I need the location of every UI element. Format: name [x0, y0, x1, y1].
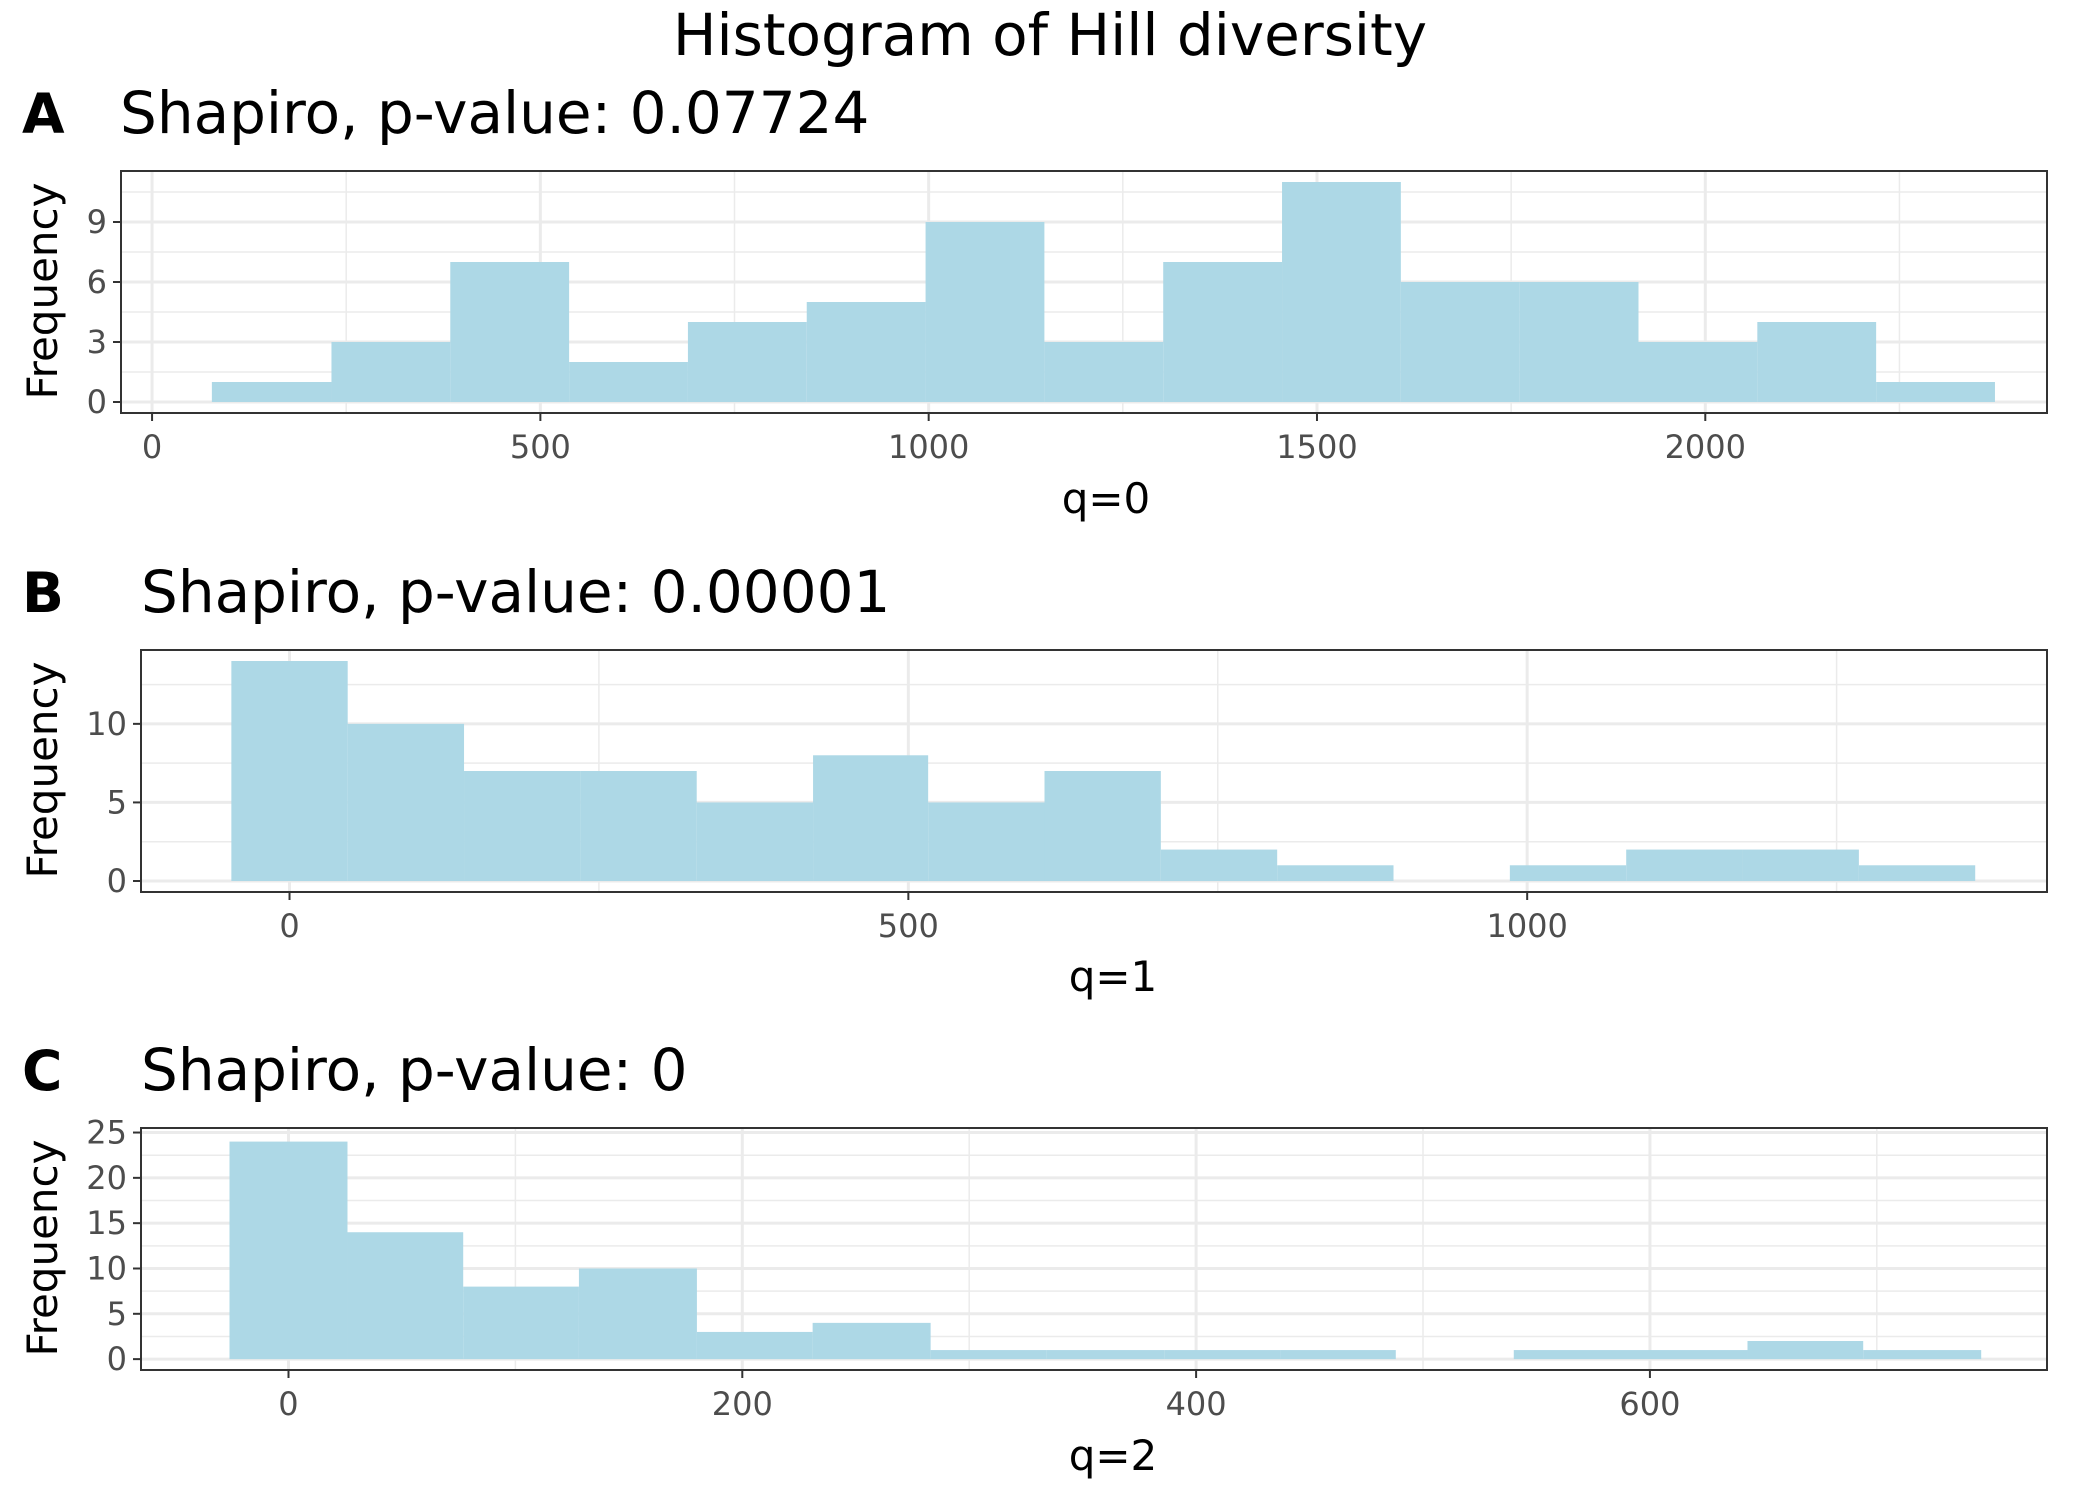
panel-a-histogram-bar — [1044, 342, 1164, 402]
panel-a-histogram-bar — [211, 382, 332, 402]
panel-a-y-tick-label: 0 — [87, 383, 107, 421]
panel-c-histogram-bar — [1280, 1350, 1396, 1360]
panel-c-x-tick-label: 600 — [1619, 1385, 1680, 1423]
panel-c-y-tick-label: 5 — [107, 1295, 127, 1333]
panel-c-tag: C — [22, 1039, 62, 1103]
panel-c-frame — [140, 1127, 2048, 1371]
panel-a-histogram-bar — [1163, 262, 1283, 402]
panel-a-y-tick-label: 6 — [87, 263, 107, 301]
panel-b-frame — [140, 649, 2048, 893]
panel-b-x-tick-label: 500 — [878, 907, 939, 945]
panel-a-histogram-bar — [450, 262, 570, 402]
panel-c-histogram-bar — [229, 1141, 348, 1360]
panel-b-x-tick-label: 0 — [279, 907, 299, 945]
panel-c-x-tick-label: 200 — [712, 1385, 773, 1423]
panel-c-histogram-bar — [578, 1268, 697, 1360]
panel-c-title: Shapiro, p-value: 0 — [141, 1036, 687, 1104]
panel-a-histogram-bar — [1519, 282, 1639, 402]
figure-title: Histogram of Hill diversity — [673, 1, 1427, 69]
panel-a-tag: A — [22, 82, 65, 146]
panel-b-histogram-bar — [813, 755, 929, 881]
panel-a-histogram-bar — [1400, 282, 1520, 402]
panel-a-histogram-bar — [569, 362, 688, 402]
panel-a-plot: 0 500 1000 1500 2000 0 3 6 9 — [87, 170, 2048, 466]
panel-a-y-tick-label: 9 — [87, 203, 107, 241]
panel-c-plot: 0 200 400 600 0 5 10 15 20 25 — [86, 1114, 2048, 1423]
panel-c-y-tick-label: 25 — [86, 1114, 127, 1152]
panel-b-histogram-bar — [231, 661, 348, 881]
panel-b-histogram-bar — [464, 771, 581, 881]
panel-a-histogram-bar — [1757, 322, 1877, 402]
panel-b-y-tick-label: 0 — [107, 862, 127, 900]
panel-a-histogram-bar — [1282, 182, 1401, 402]
panel-a-x-tick-label: 2000 — [1665, 428, 1746, 466]
panel-a-histogram-bar — [1876, 382, 1995, 402]
panel-c-histogram-bar — [696, 1331, 813, 1360]
panel-c-histogram-bar — [1747, 1340, 1864, 1360]
panel-b-title: Shapiro, p-value: 0.00001 — [141, 558, 890, 626]
panel-c-y-tick-label: 20 — [86, 1159, 127, 1197]
panel-a-x-tick-label: 500 — [510, 428, 571, 466]
panel-c-x-tick-label: 400 — [1166, 1385, 1227, 1423]
panel-b-histogram-bar — [1044, 771, 1161, 881]
panel-c-histogram-bar — [347, 1232, 464, 1360]
panel-a-x-tick-label: 0 — [142, 428, 162, 466]
panel-c-histogram-bar — [812, 1322, 931, 1360]
panel-a-frame — [120, 170, 2048, 414]
panel-b-histogram-bar — [1742, 849, 1859, 881]
panel-b-x-tick-label: 1000 — [1486, 907, 1567, 945]
panel-c-histogram-bar — [930, 1350, 1047, 1360]
panel-c-ylabel: Frequency — [18, 1140, 67, 1357]
panel-c-xlabel: q=2 — [1069, 1431, 1158, 1480]
panel-b-xlabel: q=1 — [1069, 952, 1158, 1001]
panel-c-histogram-bar — [1164, 1350, 1281, 1360]
panel-b-histogram-bar — [1858, 865, 1976, 881]
panel-b-histogram-bar — [696, 802, 814, 881]
panel-b-histogram-bar — [580, 771, 697, 881]
panel-a-histogram-bar — [687, 322, 807, 402]
panel-b-tag: B — [22, 561, 64, 625]
panel-c-y-tick-label: 10 — [86, 1249, 127, 1287]
panel-c-histogram-bar — [463, 1286, 579, 1360]
panel-a-xlabel: q=0 — [1062, 474, 1151, 523]
panel-b-plot: 0 500 1000 0 5 10 — [86, 649, 2048, 945]
panel-b-y-tick-label: 5 — [107, 783, 127, 821]
panel-a-histogram-bar — [331, 342, 451, 402]
panel-b-histogram-bar — [1277, 865, 1394, 881]
panel-b-histogram-bar — [928, 802, 1045, 881]
panel-c-y-tick-label: 0 — [107, 1340, 127, 1378]
panel-a-histogram-bar — [925, 222, 1045, 402]
panel-b-y-tick-label: 10 — [86, 705, 127, 743]
panel-b-histogram-bar — [1626, 849, 1743, 881]
panel-a-histogram-bar — [806, 302, 926, 402]
panel-a-ylabel: Frequency — [18, 183, 67, 400]
panel-b-ylabel: Frequency — [18, 662, 67, 879]
panel-b-histogram-bar — [1160, 849, 1278, 881]
panel-c-x-tick-label: 0 — [278, 1385, 298, 1423]
panel-c-histogram-bar — [1629, 1350, 1748, 1360]
panel-b-histogram-bar — [347, 723, 465, 881]
panel-a-x-tick-label: 1000 — [888, 428, 969, 466]
panel-b-histogram-bar — [1509, 865, 1627, 881]
panel-a-y-tick-label: 3 — [87, 323, 107, 361]
panel-c-histogram-bar — [1863, 1350, 1982, 1360]
panel-c-histogram-bar — [1046, 1350, 1165, 1360]
panel-c-histogram-bar — [1513, 1350, 1630, 1360]
panel-c-y-tick-label: 15 — [86, 1204, 127, 1242]
panel-a-x-tick-label: 1500 — [1276, 428, 1357, 466]
panel-a-title: Shapiro, p-value: 0.07724 — [120, 79, 869, 147]
panel-a-histogram-bar — [1638, 342, 1758, 402]
